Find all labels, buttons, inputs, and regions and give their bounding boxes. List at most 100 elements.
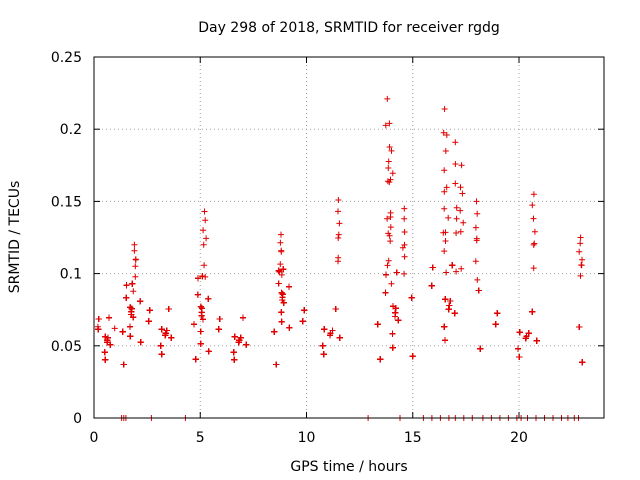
data-point — [301, 307, 308, 314]
data-point — [409, 353, 416, 360]
data-point — [446, 302, 453, 309]
data-point — [215, 326, 222, 333]
data-point — [278, 248, 285, 255]
data-point — [386, 120, 393, 127]
data-point — [329, 327, 336, 334]
data-point — [201, 262, 208, 269]
data-point — [441, 323, 448, 330]
data-point — [577, 240, 584, 247]
data-point — [279, 294, 286, 301]
data-point — [441, 106, 448, 112]
data-point — [202, 273, 209, 280]
data-point — [401, 253, 408, 260]
data-point — [335, 208, 341, 215]
data-point — [158, 351, 165, 358]
data-point — [205, 348, 212, 355]
data-points — [94, 95, 586, 421]
data-point — [319, 342, 326, 349]
data-point — [579, 256, 585, 263]
data-point — [382, 122, 389, 129]
data-point — [382, 289, 389, 296]
data-point — [130, 288, 137, 295]
data-point — [194, 291, 201, 298]
data-point — [385, 257, 392, 264]
data-point — [280, 266, 287, 273]
data-point — [441, 167, 448, 174]
data-point — [231, 356, 238, 363]
data-point — [443, 184, 450, 191]
data-point — [168, 334, 175, 341]
data-point — [388, 147, 395, 154]
data-point — [473, 235, 480, 242]
data-point — [275, 267, 282, 274]
data-point — [389, 330, 396, 337]
data-point — [137, 339, 144, 346]
data-point — [158, 326, 165, 333]
data-point — [429, 264, 436, 271]
y-tick-label: 0.2 — [60, 122, 82, 138]
data-point — [127, 323, 133, 330]
data-point — [132, 256, 139, 263]
data-point — [387, 214, 394, 220]
data-point — [146, 307, 153, 314]
data-point — [106, 314, 112, 321]
data-point — [216, 316, 223, 322]
data-point — [384, 215, 391, 222]
data-point — [198, 309, 205, 316]
x-tick-labels: 0 5 10 15 20 — [90, 430, 528, 446]
data-point — [441, 188, 448, 195]
chart-title: Day 298 of 2018, SRMTID for receiver rgd… — [198, 20, 500, 36]
data-point — [529, 308, 536, 315]
data-point — [401, 205, 408, 212]
data-point — [195, 275, 201, 282]
data-point — [531, 228, 538, 235]
data-point — [191, 321, 197, 328]
data-point — [384, 95, 391, 102]
data-point — [578, 262, 585, 268]
data-point — [428, 282, 435, 289]
data-point — [386, 144, 393, 150]
data-point — [531, 240, 538, 247]
x-tick-label: 20 — [510, 430, 528, 446]
data-point — [475, 287, 482, 294]
data-point — [401, 215, 408, 222]
data-point — [440, 129, 447, 136]
data-point — [243, 341, 250, 348]
data-point — [374, 321, 381, 328]
data-point — [473, 198, 480, 205]
data-point — [533, 337, 540, 344]
data-point — [277, 239, 284, 246]
data-point — [192, 356, 199, 363]
data-point — [200, 241, 207, 248]
data-point — [389, 170, 396, 177]
plot-frame — [93, 56, 605, 419]
data-point — [530, 215, 537, 222]
data-point — [197, 340, 204, 347]
data-point — [131, 241, 138, 248]
data-point — [393, 269, 400, 276]
data-point — [523, 333, 530, 340]
data-point — [120, 361, 127, 368]
data-point — [472, 258, 479, 265]
data-point — [459, 190, 466, 197]
data-point — [474, 210, 481, 217]
data-point — [530, 241, 537, 248]
data-point — [477, 345, 484, 352]
data-point — [453, 230, 460, 236]
data-point — [388, 280, 395, 287]
y-tick-label: 0.25 — [51, 50, 82, 66]
data-point — [165, 306, 172, 312]
data-point — [336, 220, 343, 227]
data-point — [163, 327, 170, 334]
data-point — [335, 235, 342, 241]
data-point — [458, 265, 465, 272]
data-point — [392, 309, 399, 316]
data-point — [452, 139, 459, 146]
data-point — [472, 224, 479, 231]
data-point — [452, 161, 459, 167]
data-point — [399, 244, 406, 251]
data-point — [127, 333, 134, 340]
data-point — [101, 349, 108, 356]
data-point — [452, 180, 459, 187]
data-point — [384, 262, 391, 269]
